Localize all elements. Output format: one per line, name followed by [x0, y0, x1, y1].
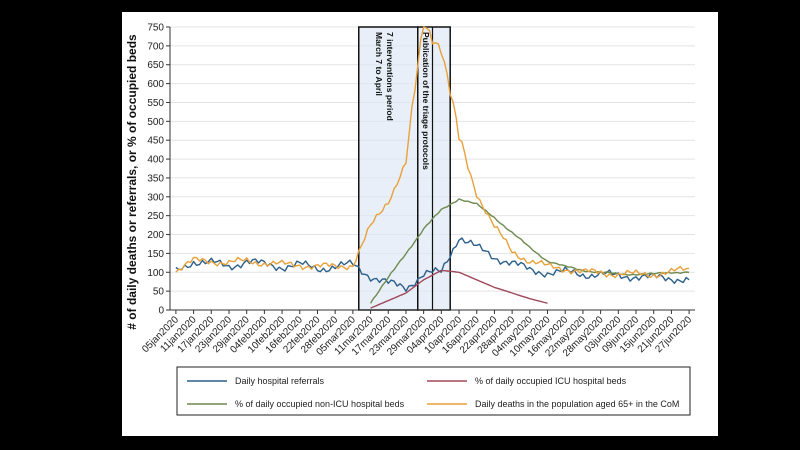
legend-label-icu: % of daily occupied ICU hospital beds — [475, 376, 627, 386]
period-annotation-2: Publication of the triage protocols — [421, 32, 431, 170]
series-line-deaths — [175, 26, 690, 279]
legend-label-non_icu: % of daily occupied non-ICU hospital bed… — [235, 399, 405, 409]
line-chart: March 7 to April7 interventions period Pu… — [125, 23, 695, 416]
y-tick-label: 450 — [147, 136, 164, 147]
legend-box — [176, 366, 691, 416]
legend-label-deaths: Daily deaths in the population aged 65+ … — [475, 399, 679, 409]
period-annotation-1: March 7 to April7 interventions period — [374, 32, 395, 121]
y-tick-label: 300 — [147, 192, 164, 203]
y-tick-label: 350 — [147, 173, 164, 184]
y-tick-label: 200 — [147, 230, 164, 241]
chart-frame: March 7 to April7 interventions period Pu… — [122, 12, 718, 436]
y-tick-label: 650 — [147, 60, 164, 71]
axes: 0 50 100 150 200 250 300 350 400 450 500 550 600 650 7… — [140, 23, 695, 359]
y-tick-label: 150 — [147, 249, 164, 260]
y-tick-label: 50 — [153, 287, 165, 298]
period-boxes: March 7 to April7 interventions period Pu… — [358, 26, 451, 311]
series-line-icu — [370, 269, 548, 309]
legend-label-referrals: Daily hospital referrals — [235, 376, 325, 386]
y-tick-label: 750 — [147, 23, 164, 34]
y-tick-label: 100 — [147, 268, 164, 279]
series-lines — [175, 26, 690, 309]
y-tick-label: 550 — [147, 98, 164, 109]
y-tick-label: 400 — [147, 155, 164, 166]
y-tick-label: 500 — [147, 117, 164, 128]
y-tick-label: 700 — [147, 41, 164, 52]
y-tick-label: 250 — [147, 211, 164, 222]
y-tick-label: 600 — [147, 79, 164, 90]
period-annotation-1-line2: 7 interventions period — [385, 32, 395, 121]
y-axis-label: # of daily deaths or referrals, or % of … — [125, 34, 139, 330]
y-tick-label: 0 — [158, 306, 164, 317]
series-line-non_icu — [369, 198, 690, 304]
period-annotation-1-line1: March 7 to April — [374, 32, 384, 96]
legend: Daily hospital referrals % of daily occup… — [176, 366, 691, 416]
